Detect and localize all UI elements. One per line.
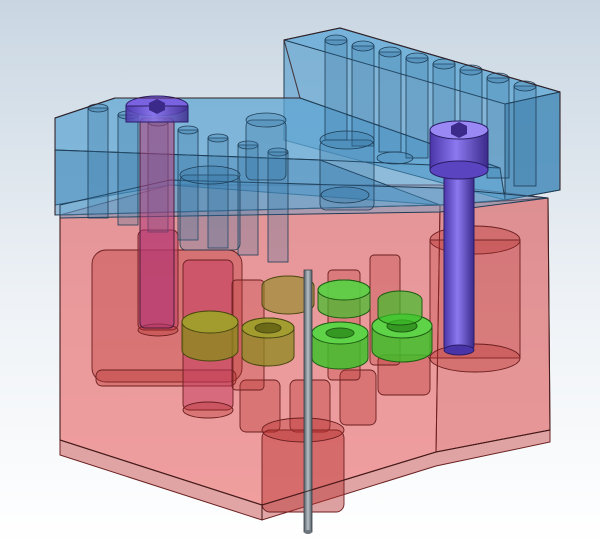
green-bushing-group[interactable] [311,279,433,370]
ejector-pin[interactable] [303,269,313,534]
cap-screw-icon[interactable] [125,95,189,329]
cap-screw-icon[interactable] [429,120,489,356]
model-edges [54,27,561,520]
olive-bushing-group[interactable] [181,275,315,367]
